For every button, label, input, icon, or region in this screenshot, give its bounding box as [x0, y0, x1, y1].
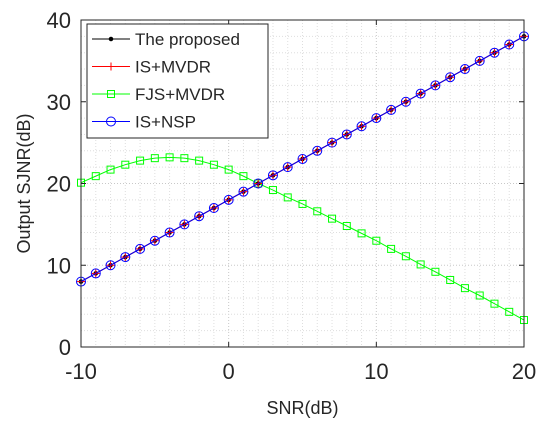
x-axis-label: SNR(dB): [266, 398, 338, 418]
data-point-fjs-mvdr: [475, 291, 484, 300]
data-point-fjs-mvdr: [446, 275, 455, 284]
data-point-fjs-mvdr: [224, 165, 233, 174]
y-tick-label: 10: [47, 253, 71, 278]
data-point-is-nsp: [164, 227, 175, 238]
data-point-is-nsp: [341, 129, 352, 140]
data-point-fjs-mvdr: [431, 267, 440, 276]
data-point-is-nsp: [194, 211, 205, 222]
legend-item-fjs-mvdr: FJS+MVDR: [92, 85, 225, 104]
grid: [81, 20, 524, 347]
data-point-fjs-mvdr: [91, 172, 100, 181]
data-point-is-nsp: [135, 243, 146, 254]
data-point-is-nsp: [489, 47, 500, 58]
legend-label-is-nsp: IS+NSP: [135, 113, 196, 132]
legend-marker-fjs-mvdr: [107, 90, 115, 98]
data-point-is-nsp: [474, 55, 485, 66]
series-is-nsp: [76, 31, 529, 287]
legend-label-is-mvdr: IS+MVDR: [135, 58, 211, 77]
data-point-is-nsp: [90, 268, 101, 279]
data-point-fjs-mvdr: [106, 165, 115, 174]
data-point-fjs-mvdr: [195, 156, 204, 165]
data-point-is-nsp: [415, 88, 426, 99]
legend-marker-is-nsp: [106, 116, 116, 127]
legend-item-the-proposed: The proposed: [92, 30, 240, 49]
data-point-is-nsp: [400, 96, 411, 107]
data-point-fjs-mvdr: [313, 207, 322, 216]
data-point-is-nsp: [223, 194, 234, 205]
data-point-fjs-mvdr: [357, 229, 366, 238]
data-point-is-nsp: [386, 104, 397, 115]
series-line-fjs-mvdr: [80, 156, 525, 321]
data-point-is-nsp: [459, 64, 470, 75]
data-point-is-nsp: [430, 80, 441, 91]
data-point-is-nsp: [238, 186, 249, 197]
data-point-is-nsp: [120, 252, 131, 263]
data-point-fjs-mvdr: [342, 222, 351, 231]
data-point-is-nsp: [297, 153, 308, 164]
data-point-is-nsp: [371, 113, 382, 124]
data-point-fjs-mvdr: [268, 186, 277, 195]
x-tick-label: 10: [364, 359, 388, 384]
data-point-is-nsp: [504, 39, 515, 50]
data-point-fjs-mvdr: [150, 154, 159, 163]
series-line-is-nsp: [80, 35, 525, 283]
legend-label-fjs-mvdr: FJS+MVDR: [135, 85, 225, 104]
data-point-is-nsp: [105, 260, 116, 271]
legend-marker-shape: [108, 36, 114, 42]
data-point-is-nsp: [179, 219, 190, 230]
data-point-is-nsp: [282, 162, 293, 173]
x-tick-label: 0: [223, 359, 235, 384]
data-point-fjs-mvdr: [490, 299, 499, 308]
data-point-fjs-mvdr: [505, 307, 514, 316]
x-tick-label: 20: [512, 359, 536, 384]
y-tick-label: 0: [59, 335, 71, 360]
data-point-fjs-mvdr: [165, 153, 174, 162]
data-point-is-nsp: [253, 178, 264, 189]
data-point-fjs-mvdr: [460, 284, 469, 293]
legend-marker-shape: [107, 62, 115, 71]
data-point-fjs-mvdr: [209, 160, 218, 169]
data-point-fjs-mvdr: [416, 260, 425, 269]
data-point-is-nsp: [445, 72, 456, 83]
data-point-fjs-mvdr: [180, 154, 189, 163]
data-point-fjs-mvdr: [372, 236, 381, 245]
y-tick-label: 20: [47, 172, 71, 197]
data-point-is-nsp: [149, 235, 160, 246]
data-point-fjs-mvdr: [328, 214, 337, 223]
legend-marker-is-mvdr: [107, 62, 115, 71]
legend-marker-shape: [107, 90, 115, 98]
data-point-is-nsp: [267, 170, 278, 181]
legend: The proposed IS+MVDR FJS+MVDR IS+NSP: [86, 23, 269, 139]
legend-marker-shape: [106, 116, 116, 127]
data-point-fjs-mvdr: [387, 244, 396, 253]
series-fjs-mvdr: [77, 153, 528, 325]
series-layer: [76, 31, 529, 325]
legend-item-is-nsp: IS+NSP: [92, 113, 196, 132]
legend-label-the-proposed: The proposed: [135, 30, 240, 49]
data-point-fjs-mvdr: [121, 160, 130, 169]
data-point-fjs-mvdr: [298, 199, 307, 208]
data-point-fjs-mvdr: [283, 193, 292, 202]
data-point-is-nsp: [312, 145, 323, 156]
y-axis-label: Output SJNR(dB): [14, 113, 34, 253]
y-tick-label: 40: [47, 8, 71, 33]
data-point-fjs-mvdr: [239, 172, 248, 181]
legend-marker-the-proposed: [108, 36, 114, 42]
data-point-is-nsp: [327, 137, 338, 148]
legend-item-is-mvdr: IS+MVDR: [92, 58, 211, 77]
x-tick-label: -10: [65, 359, 97, 384]
legend-box: [86, 23, 269, 139]
y-tick-label: 30: [47, 90, 71, 115]
data-point-fjs-mvdr: [401, 252, 410, 261]
data-point-is-nsp: [208, 203, 219, 214]
data-point-fjs-mvdr: [136, 156, 145, 165]
data-point-is-nsp: [356, 121, 367, 132]
